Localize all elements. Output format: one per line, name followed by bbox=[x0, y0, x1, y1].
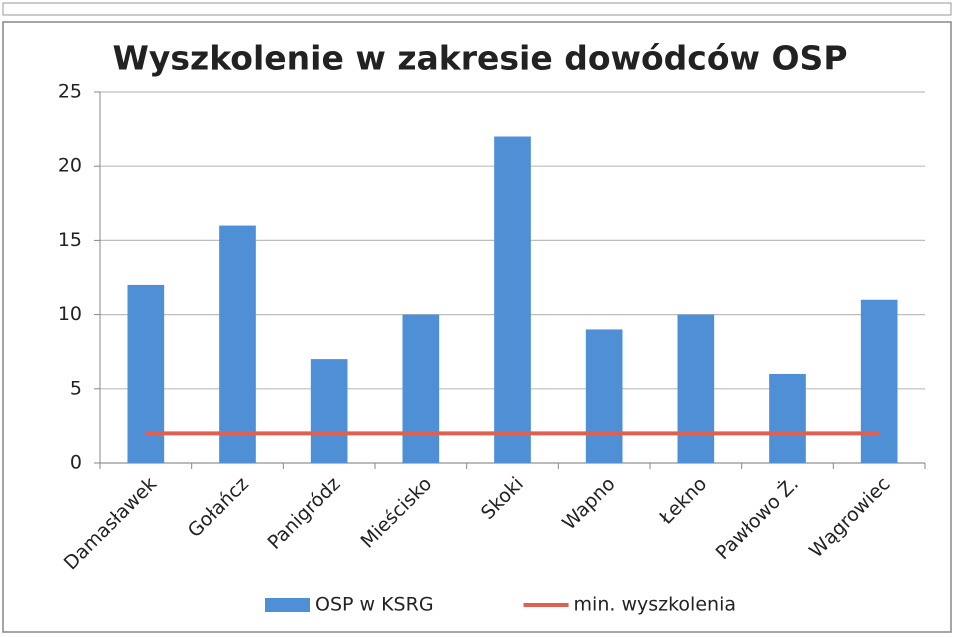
legend-label: OSP w KSRG bbox=[315, 594, 434, 616]
legend-label: min. wyszkolenia bbox=[574, 594, 736, 616]
y-tick-label: 25 bbox=[58, 81, 82, 103]
y-tick-label: 15 bbox=[58, 229, 82, 251]
y-tick-label: 10 bbox=[58, 303, 82, 325]
bar bbox=[860, 299, 898, 463]
y-tick-label: 0 bbox=[70, 452, 82, 474]
frame-top bbox=[2, 2, 952, 16]
bar bbox=[127, 284, 165, 463]
bar bbox=[585, 329, 623, 463]
bar bbox=[677, 314, 715, 463]
bar bbox=[402, 314, 440, 463]
bar bbox=[769, 373, 806, 463]
y-tick-label: 20 bbox=[58, 155, 82, 177]
bar bbox=[494, 136, 531, 463]
bar bbox=[219, 225, 256, 463]
chart-title: Wyszkolenie w zakresie dowódców OSP bbox=[112, 39, 847, 78]
legend-swatch bbox=[265, 598, 310, 612]
y-tick-label: 5 bbox=[70, 377, 82, 399]
bar bbox=[310, 359, 348, 463]
